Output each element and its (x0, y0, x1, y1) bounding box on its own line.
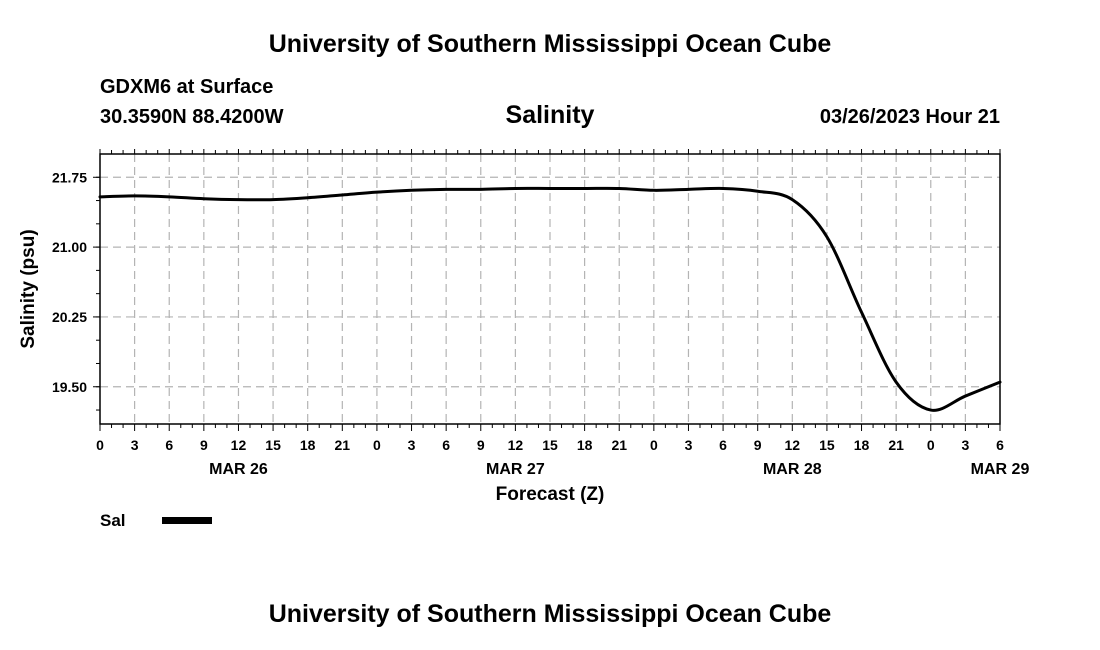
x-tick-label: 21 (888, 437, 904, 453)
salinity-chart: 0 3 6 9 12 15 18 21 0 3 6 9 12 15 18 21 0 3 6 9 12 15 18 21 0 3 6 2… (18, 149, 1029, 530)
forecast-date: 03/26/2023 Hour 21 (819, 106, 1000, 128)
x-tick-label: 12 (785, 437, 801, 453)
day-label: MAR 26 (209, 461, 268, 478)
x-tick-label: 9 (477, 437, 485, 453)
x-tick-label: 6 (719, 437, 727, 453)
y-tick-label: 20.25 (52, 309, 87, 325)
x-tick-label: 21 (335, 437, 351, 453)
x-tick-label: 15 (265, 437, 281, 453)
x-axis-title: Forecast (Z) (496, 484, 605, 505)
page-title-top: University of Southern Mississippi Ocean… (268, 30, 832, 58)
axis-ticks (93, 149, 1001, 431)
x-tick-label: 12 (231, 437, 247, 453)
chart-title: Salinity (505, 101, 595, 129)
x-tick-label: 3 (685, 437, 693, 453)
station-label: GDXM6 at Surface (100, 76, 274, 98)
y-tick-label: 21.75 (52, 169, 87, 185)
x-tick-label: 0 (927, 437, 935, 453)
x-tick-label: 12 (508, 437, 524, 453)
day-label: MAR 29 (971, 461, 1030, 478)
x-tick-label: 18 (577, 437, 593, 453)
x-tick-label: 21 (611, 437, 627, 453)
y-tick-label: 19.50 (52, 379, 87, 395)
grid-lines (100, 154, 1000, 424)
x-tick-label: 9 (200, 437, 208, 453)
x-tick-label: 3 (961, 437, 969, 453)
x-tick-label: 9 (754, 437, 762, 453)
x-tick-label: 0 (650, 437, 658, 453)
x-tick-label: 18 (300, 437, 316, 453)
x-tick-label: 15 (819, 437, 835, 453)
x-tick-label: 15 (542, 437, 558, 453)
legend-swatch (162, 517, 212, 524)
salinity-series-line (98, 186, 1002, 412)
x-tick-label: 6 (996, 437, 1004, 453)
y-axis-title: Salinity (psu) (18, 229, 39, 348)
x-tick-label: 18 (854, 437, 870, 453)
y-tick-label: 21.00 (52, 239, 87, 255)
day-label: MAR 28 (763, 461, 822, 478)
station-coordinates: 30.3590N 88.4200W (100, 106, 284, 128)
x-tick-label: 3 (408, 437, 416, 453)
axis-labels: 0 3 6 9 12 15 18 21 0 3 6 9 12 15 18 21 0 3 6 9 12 15 18 21 0 3 6 2… (52, 169, 1029, 478)
x-tick-label: 3 (131, 437, 139, 453)
page-title-bottom: University of Southern Mississippi Ocean… (268, 600, 832, 628)
legend-label: Sal (100, 511, 126, 530)
x-tick-label: 6 (165, 437, 173, 453)
x-tick-label: 0 (96, 437, 104, 453)
x-tick-label: 6 (442, 437, 450, 453)
day-label: MAR 27 (486, 461, 545, 478)
x-tick-label: 0 (373, 437, 381, 453)
